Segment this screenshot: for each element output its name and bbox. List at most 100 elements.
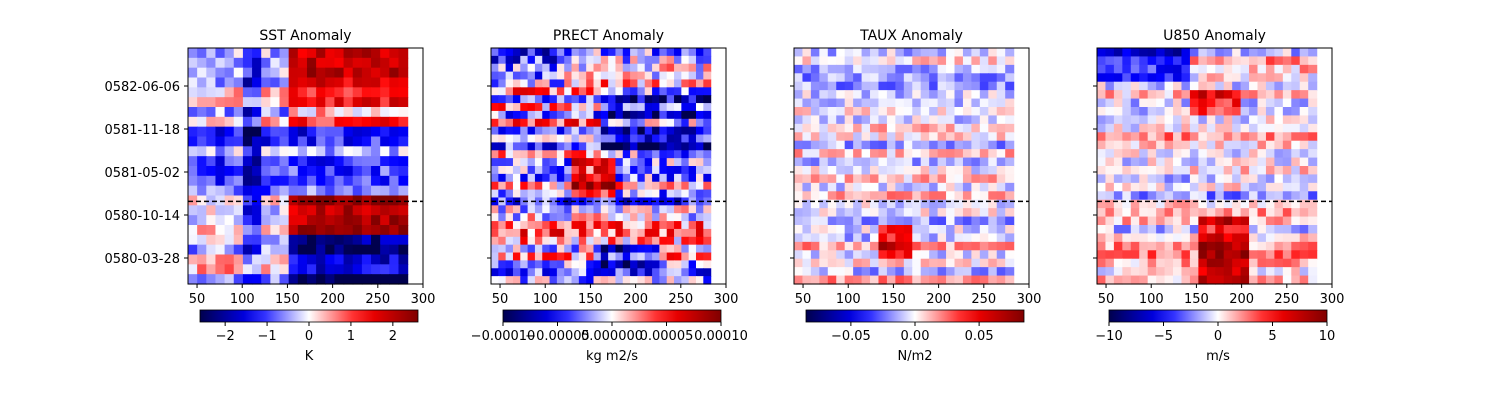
heatmap-cell [498, 181, 507, 191]
heatmap-cell [398, 126, 409, 138]
heatmap-cell [1130, 81, 1140, 91]
heatmap-cell [666, 276, 675, 285]
heatmap-cell [652, 63, 660, 73]
heatmap-cell [1308, 73, 1318, 83]
heatmap-cell [1274, 56, 1284, 66]
heatmap-cell [659, 126, 668, 136]
heatmap-cell [659, 260, 668, 269]
heatmap-cell [1181, 174, 1191, 184]
heatmap-cell [556, 95, 565, 104]
heatmap-cell [542, 55, 551, 65]
heatmap-cell [659, 205, 668, 214]
heatmap-cell [1005, 157, 1015, 167]
heatmap-cell [819, 149, 829, 159]
heatmap-cell [695, 48, 704, 57]
y-tick-label: 0581-05-02 [104, 166, 180, 181]
heatmap-cell [1206, 166, 1216, 176]
heatmap-cell [988, 258, 998, 268]
heatmap-cell [637, 79, 646, 88]
heatmap-cell [389, 225, 400, 236]
heatmap-cell [1282, 107, 1292, 117]
heatmap-cell [593, 126, 602, 136]
heatmap-cell [527, 48, 536, 57]
heatmap-cell [996, 157, 1006, 167]
heatmap-cell [1308, 132, 1318, 142]
heatmap-cell [971, 208, 981, 218]
heatmap-cell [242, 244, 253, 256]
colorbar-tick-label: −0.00005 [525, 329, 590, 344]
heatmap-cell [695, 236, 704, 246]
heatmap-cell [600, 71, 609, 81]
heatmap-cell [571, 173, 580, 183]
heatmap-cell [608, 221, 617, 230]
heatmap-cell [556, 213, 565, 222]
heatmap-cell [979, 98, 989, 108]
heatmap-cell [188, 97, 198, 108]
heatmap-cell [1215, 216, 1225, 226]
heatmap-cell [810, 216, 820, 226]
heatmap-cell [542, 158, 551, 167]
heatmap-cell [206, 185, 217, 197]
heatmap-cell [252, 254, 262, 265]
heatmap-cell [578, 181, 587, 191]
heatmap-cell [659, 142, 668, 151]
heatmap-cell [1005, 267, 1015, 277]
heatmap-cell [520, 228, 529, 238]
heatmap-cell [556, 228, 565, 238]
heatmap-cell [644, 189, 653, 199]
heatmap-cell [608, 260, 617, 269]
heatmap-cell [1122, 123, 1132, 133]
heatmap-cell [1122, 182, 1132, 192]
heatmap-cell [564, 110, 573, 120]
heatmap-cell [1232, 199, 1242, 209]
heatmap-cell [996, 166, 1006, 176]
heatmap-cell [630, 252, 639, 261]
heatmap-cell [630, 103, 639, 112]
heatmap-cell [903, 90, 913, 100]
heatmap-cell [971, 182, 981, 192]
heatmap-cell [578, 244, 587, 254]
heatmap-cell [512, 71, 521, 81]
heatmap-cell [498, 48, 507, 57]
heatmap-cell [1147, 241, 1157, 251]
heatmap-cell [270, 195, 281, 206]
heatmap-cell [703, 205, 712, 214]
heatmap-cell [895, 81, 905, 91]
x-tick-label: 250 [668, 292, 693, 307]
heatmap-cell [1156, 157, 1166, 167]
heatmap-cell [542, 118, 551, 128]
heatmap-cell [937, 56, 947, 66]
heatmap-cell [912, 191, 922, 201]
heatmap-cell [1164, 56, 1174, 66]
heatmap-cell [571, 260, 580, 269]
heatmap-cell [1189, 250, 1199, 260]
heatmap-cell [371, 175, 381, 187]
heatmap-cell [1139, 267, 1149, 277]
heatmap-cell [937, 48, 947, 58]
heatmap-cell [946, 149, 956, 159]
heatmap-cell [542, 181, 551, 191]
heatmap-cell [1130, 258, 1140, 268]
heatmap-cell [571, 48, 580, 57]
heatmap-cell [1206, 149, 1216, 159]
heatmap-cell [389, 87, 400, 98]
heatmap-cell [810, 157, 820, 167]
heatmap-cell [630, 126, 639, 136]
heatmap-cell [352, 156, 363, 167]
x-tick-label: 100 [1139, 292, 1164, 307]
heatmap-cell [703, 260, 712, 269]
heatmap-cell [988, 107, 998, 117]
heatmap-cell [600, 95, 609, 104]
heatmap-cell [1282, 199, 1292, 209]
heatmap-cell [886, 56, 896, 66]
heatmap-cell [920, 64, 930, 74]
heatmap-cell [1156, 216, 1166, 226]
heatmap-cell [1147, 98, 1157, 108]
heatmap-cell [1265, 123, 1275, 133]
heatmap-cell [870, 73, 880, 83]
heatmap-cell [637, 158, 646, 167]
heatmap-cell [498, 134, 507, 143]
heatmap-cell [644, 181, 653, 191]
heatmap-cell [1189, 98, 1199, 108]
heatmap-cell [1215, 208, 1225, 218]
